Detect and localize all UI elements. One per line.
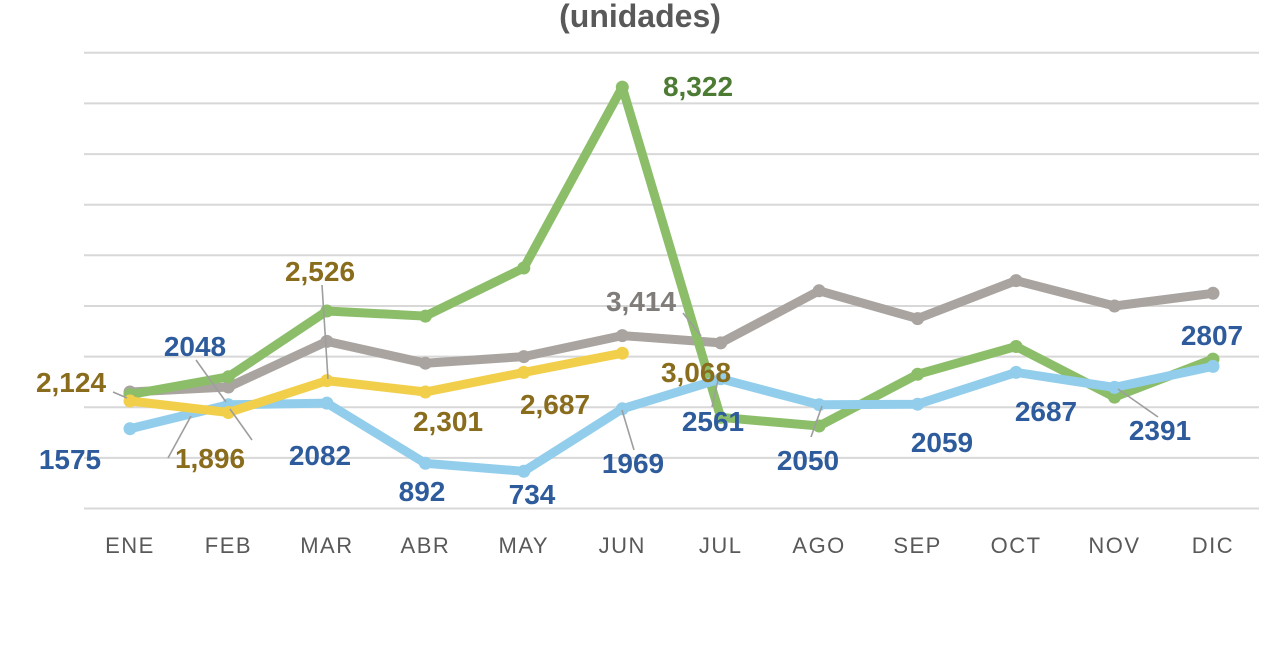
data-label: 2,526 [285, 256, 355, 287]
marker-serie-azul-MAY [517, 464, 531, 478]
marker-serie-azul-JUN [615, 402, 629, 416]
data-label: 2082 [289, 440, 351, 471]
x-axis-label-MAY: MAY [499, 533, 550, 558]
marker-serie-gris-OCT [1009, 274, 1023, 288]
data-label: 3,414 [606, 286, 676, 317]
x-axis-label-DIC: DIC [1192, 533, 1234, 558]
x-axis-label-ABR: ABR [401, 533, 451, 558]
chart-subtitle: (unidades) [559, 0, 721, 34]
marker-serie-gris-ABR [418, 356, 432, 370]
data-label: 2059 [911, 427, 973, 458]
marker-serie-gris-SEP [911, 312, 925, 326]
marker-serie-verde-MAR [320, 304, 334, 318]
marker-serie-verde-FEB [221, 370, 235, 384]
marker-serie-verde-SEP [911, 367, 925, 381]
marker-serie-verde-JUN [615, 80, 629, 94]
data-label: 1969 [602, 448, 664, 479]
marker-serie-gris-FEB [221, 380, 235, 394]
data-label: 1,896 [175, 443, 245, 474]
data-label: 2391 [1129, 415, 1191, 446]
leader-line [321, 284, 329, 380]
data-label: 2048 [164, 331, 226, 362]
x-axis-label-JUN: JUN [599, 533, 646, 558]
marker-serie-azul-DIC [1206, 359, 1220, 373]
marker-serie-azul-MAR [320, 396, 334, 410]
marker-serie-azul-ABR [418, 456, 432, 470]
x-axis-label-MAR: MAR [300, 533, 353, 558]
marker-serie-gris-NOV [1108, 299, 1121, 313]
data-label: 892 [399, 476, 446, 507]
leader-line [195, 359, 227, 403]
x-axis-label-JUL: JUL [699, 533, 743, 558]
series-line-serie-verde [125, 82, 1218, 431]
marker-serie-gris-MAY [517, 350, 531, 364]
series-line-serie-amarilla [125, 348, 627, 417]
data-label: 2807 [1181, 320, 1243, 351]
data-label: 2,301 [413, 406, 483, 437]
data-label: 8,322 [663, 71, 733, 102]
marker-serie-verde-JUL [714, 410, 728, 424]
data-label: 1575 [39, 444, 101, 475]
leader-line [711, 379, 719, 408]
x-axis-label-NOV: NOV [1088, 533, 1140, 558]
leader-line [229, 408, 253, 441]
marker-serie-verde-OCT [1009, 340, 1023, 353]
marker-serie-gris-MAR [320, 334, 334, 348]
marker-serie-amarilla-JUN [615, 346, 629, 360]
leader-line [1117, 388, 1159, 418]
marker-serie-azul-SEP [911, 397, 925, 411]
marker-serie-azul-OCT [1009, 365, 1023, 379]
series-line-serie-gris [125, 276, 1218, 397]
leader-line [810, 405, 823, 438]
data-label: 2050 [777, 445, 839, 476]
data-label: 2687 [1015, 396, 1077, 427]
marker-serie-azul-NOV [1108, 380, 1121, 394]
data-label: 2,687 [520, 389, 590, 420]
x-axis-label-AGO: AGO [792, 533, 845, 558]
x-axis-label-SEP: SEP [893, 533, 942, 558]
series-line-serie-azul [125, 361, 1218, 476]
marker-serie-verde-ABR [418, 309, 432, 323]
marker-serie-azul-ENE [123, 422, 137, 436]
marker-serie-gris-JUN [615, 329, 629, 343]
data-label: 734 [509, 479, 556, 510]
marker-serie-amarilla-MAR [320, 374, 334, 388]
marker-serie-gris-DIC [1206, 286, 1220, 300]
marker-serie-verde-MAY [517, 261, 531, 275]
leader-line [167, 415, 192, 459]
data-label: 3,068 [661, 357, 731, 388]
marker-serie-gris-AGO [812, 284, 826, 298]
marker-serie-gris-JUL [714, 336, 728, 350]
leader-line [682, 312, 702, 337]
x-axis-label-FEB: FEB [205, 533, 252, 558]
marker-serie-azul-AGO [812, 398, 826, 412]
x-axis-label-OCT: OCT [991, 533, 1042, 558]
marker-serie-amarilla-FEB [221, 406, 235, 419]
marker-serie-verde-NOV [1108, 390, 1121, 404]
data-label: 2561 [682, 406, 744, 437]
leader-line [112, 391, 128, 399]
marker-serie-amarilla-MAY [517, 365, 531, 379]
leader-line [621, 409, 635, 451]
marker-serie-amarilla-ENE [123, 394, 137, 408]
x-axis-label-ENE: ENE [105, 533, 155, 558]
marker-serie-amarilla-ABR [418, 385, 432, 399]
data-label: 2,124 [36, 367, 106, 398]
